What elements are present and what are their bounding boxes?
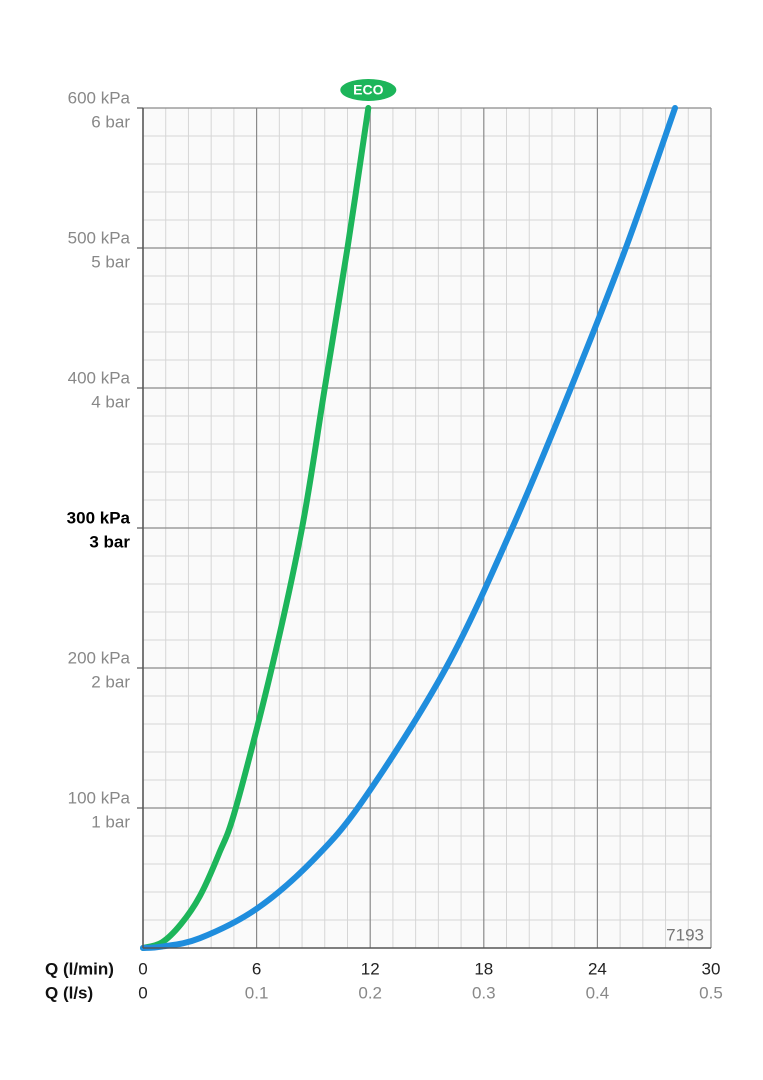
x2-tick-label: 0 (138, 983, 147, 1002)
x2-axis-label: Q (l/s) (45, 983, 93, 1002)
y2-tick-label: 5 bar (91, 252, 130, 271)
y2-tick-label: 2 bar (91, 672, 130, 691)
legend-label: ECO (353, 82, 383, 98)
y-tick-label: 400 kPa (68, 368, 131, 387)
y2-tick-label: 6 bar (91, 112, 130, 131)
x-tick-label: 30 (702, 959, 721, 978)
x2-tick-label: 0.1 (245, 983, 269, 1002)
x-axis-label: Q (l/min) (45, 959, 114, 978)
y2-tick-label: 1 bar (91, 812, 130, 831)
x-tick-label: 24 (588, 959, 607, 978)
x2-tick-label: 0.4 (586, 983, 610, 1002)
x-tick-label: 6 (252, 959, 261, 978)
y2-tick-label: 3 bar (89, 532, 130, 551)
y-tick-label: 600 kPa (68, 88, 131, 107)
y-tick-label: 500 kPa (68, 228, 131, 247)
x2-tick-label: 0.3 (472, 983, 496, 1002)
series-line (140, 105, 372, 951)
y-tick-label: 300 kPa (67, 508, 131, 527)
y2-tick-label: 4 bar (91, 392, 130, 411)
x2-tick-label: 0.5 (699, 983, 723, 1002)
legend-badge (340, 79, 397, 101)
series-line (140, 105, 679, 951)
x2-tick-label: 0.2 (358, 983, 382, 1002)
annotation: 7193 (666, 925, 704, 944)
y-tick-label: 200 kPa (68, 648, 131, 667)
x-tick-label: 18 (474, 959, 493, 978)
y-tick-label: 100 kPa (68, 788, 131, 807)
x-tick-label: 0 (138, 959, 147, 978)
x-tick-label: 12 (361, 959, 380, 978)
